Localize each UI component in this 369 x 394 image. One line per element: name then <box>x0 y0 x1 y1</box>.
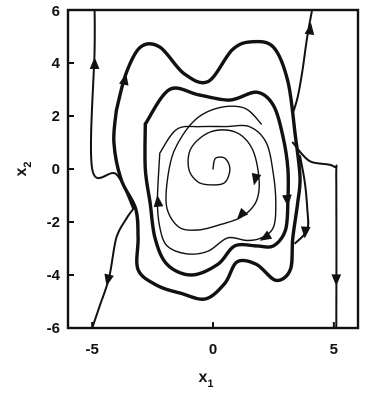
y-tick-label: 4 <box>52 55 61 72</box>
x-axis-label: x1 <box>198 369 213 390</box>
trajectory-limit-cycle <box>112 39 302 301</box>
arrowhead-inner-spiral-2-0 <box>153 195 164 208</box>
x-tick-label: -5 <box>85 341 98 358</box>
y-tick-label: 6 <box>52 3 60 20</box>
y-axis-label-group: x2 <box>13 161 34 176</box>
trajectory-inner-spiral-2 <box>156 124 277 255</box>
arrowhead-central-spiral-1 <box>236 207 249 220</box>
y-axis-label-subscript: 2 <box>22 161 34 167</box>
arrowhead-inner-spiral-1-0 <box>282 194 292 207</box>
arrowhead-inner-spiral-2-1 <box>259 230 273 241</box>
arrowhead-left-inflow-0 <box>104 273 114 286</box>
trajectory-left-edge-outflow <box>89 9 135 210</box>
x-axis-label-main: x <box>198 369 207 386</box>
x-axis-label-subscript: 1 <box>207 378 213 390</box>
trajectory-layer <box>89 9 338 329</box>
x-axis-ticks: -5 0 5 <box>85 322 338 358</box>
x-tick-label: 5 <box>330 341 338 358</box>
x-tick-label: 0 <box>209 341 217 358</box>
arrowhead-layer <box>89 23 342 286</box>
y-tick-label: -2 <box>47 214 60 231</box>
trajectory-left-inflow <box>91 207 135 329</box>
trajectory-right-edge-outflow <box>291 141 338 329</box>
arrowhead-outer-right-inflow-0 <box>304 23 315 35</box>
trajectory-central-spiral <box>165 105 262 231</box>
arrowhead-limit-cycle-0 <box>119 73 129 86</box>
y-tick-label: -6 <box>47 320 60 337</box>
y-tick-label: 0 <box>52 161 60 178</box>
y-axis-label-main: x <box>13 168 30 177</box>
trajectory-inner-spiral-1 <box>143 86 291 277</box>
y-axis-ticks: -6 -4 -2 0 2 4 6 <box>47 3 74 337</box>
y-axis-label: x2 <box>13 161 34 176</box>
y-tick-label: -4 <box>47 267 61 284</box>
arrowhead-right-edge-outflow-0 <box>331 274 342 286</box>
arrowhead-left-edge-outflow-0 <box>89 57 100 69</box>
arrowhead-right-inflow-0 <box>300 226 311 239</box>
arrowhead-central-spiral-0 <box>251 172 262 186</box>
y-tick-label: 2 <box>52 108 60 125</box>
trajectory-outer-right-inflow <box>291 9 314 115</box>
